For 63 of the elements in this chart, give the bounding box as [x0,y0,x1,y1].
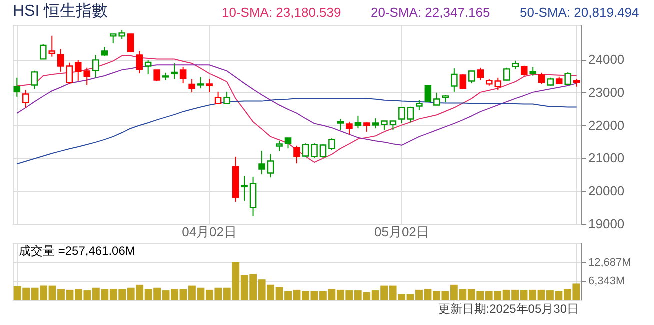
candlestick [477,67,484,81]
candlestick [110,34,117,44]
candlestick [311,143,318,158]
candlestick [320,144,327,160]
candlestick [346,121,353,136]
candlestick [258,150,266,176]
candlestick [460,74,467,90]
candlestick [214,91,222,105]
candlestick [276,140,283,152]
chart-title: 成交量 =257,461.06M [19,244,136,258]
x-tick-label: 04月02日 [182,224,238,240]
candlestick [398,107,406,124]
candlestick [520,65,528,76]
candlestick [494,77,502,91]
y-tick-label: 12,687M [588,256,632,269]
y-tick-label: 20000 [588,184,625,199]
y-tick-label: 19000 [588,216,625,232]
candlestick [197,76,204,90]
candlestick [538,72,546,85]
candlestick [136,50,143,74]
candlestick [206,78,213,94]
y-tick-label: 21000 [588,150,625,166]
candlestick [381,120,388,131]
candlestick [224,91,230,105]
text: 50-SMA: 20,819.494 [520,4,640,20]
candlestick [424,84,432,103]
line-series [16,98,578,165]
candlestick [372,118,380,130]
y-tick-label: 24000 [588,52,625,68]
candlestick [328,138,336,151]
candlestick [503,67,510,82]
candlestick [31,70,38,90]
candlestick [188,78,196,94]
y-tick-label: 22000 [588,118,625,133]
candlestick [22,90,30,108]
candlestick [390,120,397,131]
candlestick [337,118,344,131]
candlestick [144,60,152,76]
text: 20-SMA: 22,347.165 [371,4,490,20]
y-tick-label: 6,343M [588,276,626,288]
candlestick [364,122,370,132]
candlestick [241,175,248,202]
candlestick [267,154,274,178]
text: 更新日期:2025年05月30日 [438,302,579,316]
candlestick [92,54,100,78]
candlestick [14,77,21,98]
candlestick [171,63,178,80]
candlestick [354,115,362,130]
candlestick [451,68,458,92]
candlestick [434,92,440,106]
y-tick-label: 23000 [588,84,625,100]
text: 10-SMA: 23,180.539 [222,4,342,20]
candlestick [127,34,134,54]
candlestick [468,70,476,84]
x-tick-label: 05月02日 [374,224,430,240]
candlestick [407,106,414,124]
candlestick [302,143,310,158]
candlestick [294,145,300,164]
candlestick [284,138,292,150]
chart-title: HSI 恒生指數 [13,2,108,20]
candlestick [416,100,423,111]
candlestick [180,66,187,84]
candlestick [564,72,572,86]
